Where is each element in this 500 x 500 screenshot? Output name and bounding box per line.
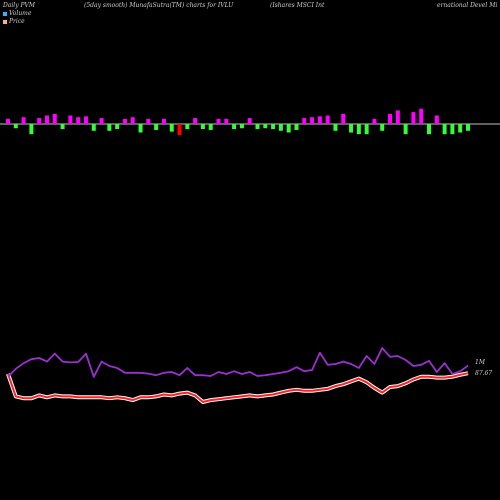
flow-bar [395, 110, 400, 124]
flow-bar [302, 118, 307, 124]
volume-line [7, 347, 469, 378]
flow-bar [83, 116, 88, 124]
flow-bar [317, 116, 322, 124]
flow-bar [341, 113, 346, 124]
flow-bar [356, 124, 361, 135]
flow-bar [333, 124, 338, 131]
flow-bar [91, 124, 96, 131]
flow-bar [146, 118, 151, 124]
flow-bar [232, 124, 237, 130]
flow-bar [37, 118, 42, 124]
flow-bar [60, 124, 65, 130]
flow-bar [294, 124, 299, 130]
flow-bar [6, 118, 10, 124]
flow-bar [177, 124, 182, 136]
legend-volume-label: Volume [9, 10, 32, 17]
price-axis-label: 87.67 [475, 370, 492, 377]
flow-bar [68, 115, 73, 124]
flow-bar [310, 117, 315, 124]
flow-bar [115, 124, 120, 130]
flow-bar [427, 124, 432, 135]
chart-title-left: Daily PVM [3, 2, 36, 9]
flow-bar [193, 118, 198, 124]
flow-bar [278, 124, 283, 131]
flow-bar [52, 113, 57, 124]
legend-price-swatch [3, 19, 7, 24]
flow-bar [200, 124, 205, 130]
flow-bar [216, 118, 221, 124]
ticker-name-part2: ernational Devel Mi [437, 2, 498, 9]
legend-volume-swatch [3, 11, 7, 16]
flow-bar [380, 124, 385, 131]
flow-bar [76, 117, 81, 124]
flow-bar [263, 124, 268, 129]
flow-bar [419, 108, 424, 124]
flow-bar [99, 118, 104, 124]
flow-bar [255, 124, 260, 130]
flow-bar [247, 118, 252, 124]
chart-subtitle: (5day smooth) MunafaSutra(TM) charts for… [84, 2, 234, 9]
flow-bar [239, 124, 244, 129]
flow-bar [271, 124, 276, 130]
ticker-name-part1: (Ishares MSCI Int [270, 2, 325, 9]
flow-bar [169, 124, 174, 132]
flow-bar [466, 124, 470, 131]
flow-bar [364, 124, 369, 135]
flow-bar [29, 124, 34, 135]
flow-bar [122, 118, 127, 124]
flow-bar [208, 124, 213, 130]
flow-bar [450, 124, 455, 135]
flow-bar [411, 112, 416, 124]
flow-bar [130, 117, 135, 124]
flow-bar [325, 115, 330, 124]
flow-bar [458, 124, 463, 133]
flow-bar [138, 124, 143, 133]
flow-bar [44, 115, 49, 124]
flow-bar [154, 124, 159, 130]
legend-price-label: Price [9, 18, 25, 25]
flow-bar [185, 124, 190, 130]
flow-bar [107, 124, 112, 131]
flow-bar [434, 115, 439, 124]
flow-bar [442, 124, 447, 135]
legend-volume: Volume [3, 10, 31, 17]
flow-bar [21, 117, 26, 124]
flow-bar [224, 118, 229, 124]
legend-price: Price [3, 18, 25, 25]
flow-bar [349, 124, 354, 133]
flow-bar [161, 118, 166, 124]
flow-bar [403, 124, 408, 135]
flow-bar [388, 113, 393, 124]
price-line [7, 372, 469, 403]
flow-bar [286, 124, 291, 133]
flow-bar [13, 124, 18, 129]
flow-bar [372, 118, 377, 124]
volume-axis-label: 1M [475, 359, 486, 366]
